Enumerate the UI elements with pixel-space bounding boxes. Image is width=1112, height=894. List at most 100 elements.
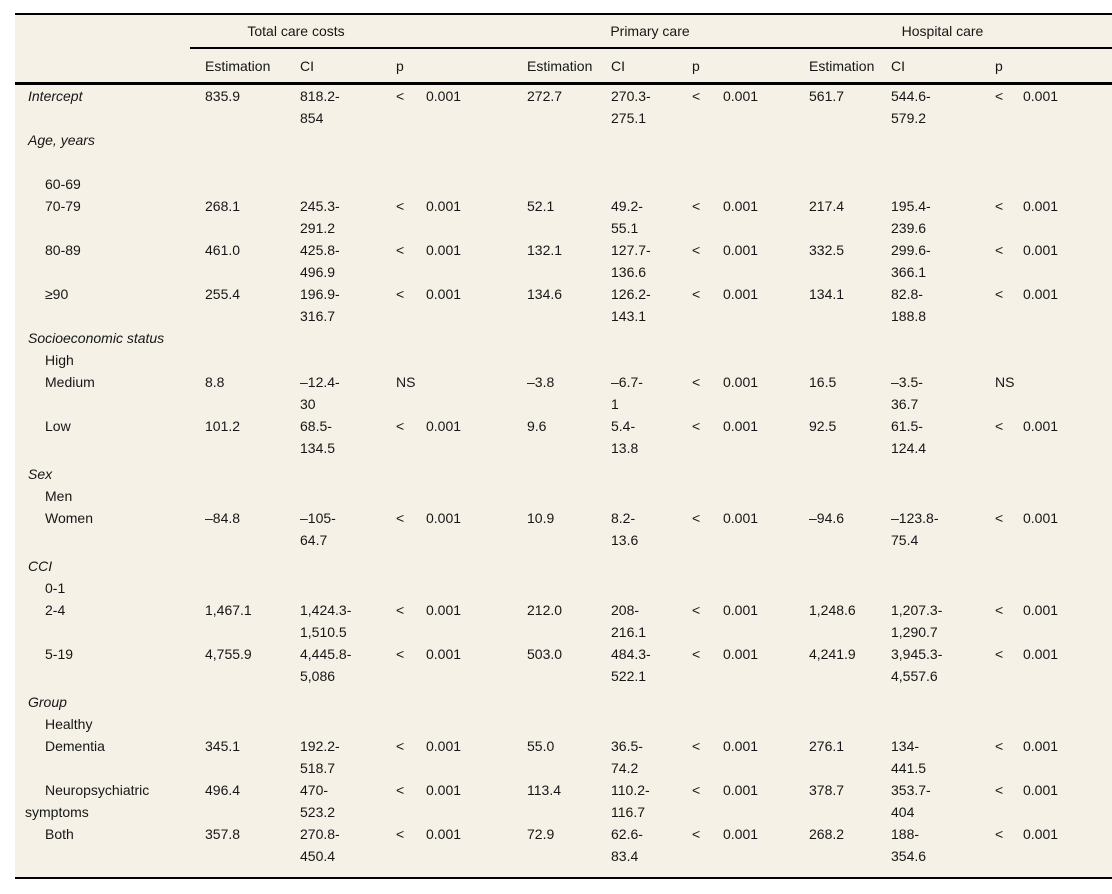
- ci-line2: 4,557.6: [891, 668, 938, 684]
- row-label: 70-79: [45, 198, 81, 214]
- ci-line1: –6.7-: [611, 374, 643, 390]
- estimation-value: 835.9: [205, 88, 241, 104]
- p-value: 0.001: [426, 510, 462, 526]
- ci-line2: 216.1: [611, 624, 647, 640]
- p-sign: <: [692, 88, 701, 104]
- table-row: Women –84.8 –105- 64.7 < 0.001 10.9 8.2-…: [15, 507, 1112, 551]
- estimation-value: 268.2: [809, 826, 845, 842]
- row-label: Low: [45, 418, 71, 434]
- ci-value: 110.2- 116.7: [611, 779, 692, 823]
- p-value: 0.001: [723, 88, 759, 104]
- p-value: 0.001: [723, 418, 759, 434]
- p-sign: <: [396, 242, 405, 258]
- ci-value: 61.5- 124.4: [891, 415, 995, 459]
- row-label: 5-19: [45, 646, 74, 662]
- ci-line2: 579.2: [891, 110, 927, 126]
- ci-line1: 245.3-: [300, 198, 340, 214]
- ci-line2: 316.7: [300, 308, 336, 324]
- p-sign: <: [995, 646, 1004, 662]
- p-value: 0.001: [1023, 738, 1059, 754]
- p-value: 0.001: [426, 286, 462, 302]
- ci-line1: 818.2-: [300, 88, 340, 104]
- ci-value: 5.4- 13.8: [611, 415, 692, 459]
- ci-line1: 1,424.3-: [300, 602, 352, 618]
- p-sign: <: [995, 198, 1004, 214]
- ci-line2: 523.2: [300, 804, 336, 820]
- col-header-p: p: [692, 57, 700, 74]
- p-value: 0.001: [723, 286, 759, 302]
- ci-line2: 854: [300, 110, 324, 126]
- estimation-value: 217.4: [809, 198, 845, 214]
- ci-value: 544.6- 579.2: [891, 85, 995, 129]
- ci-value: 270.3- 275.1: [611, 85, 692, 129]
- p-sign: <: [396, 646, 405, 662]
- ci-value: 134- 441.5: [891, 735, 995, 779]
- col-header-p: p: [396, 57, 404, 74]
- group-header-hospital-care: Hospital care: [901, 23, 984, 39]
- table-row: Low 101.2 68.5- 134.5 < 0.001 9.6 5.4- 1…: [15, 415, 1112, 459]
- p-sign: NS: [995, 374, 1015, 390]
- ci-line2: 116.7: [611, 804, 645, 820]
- row-label: 0-1: [45, 580, 66, 596]
- estimation-value: 113.4: [527, 782, 561, 798]
- ci-line1: 8.2-: [611, 510, 636, 526]
- ci-line1: 68.5-: [300, 418, 332, 434]
- p-sign: <: [396, 826, 405, 842]
- row-label: Medium: [45, 374, 95, 390]
- p-sign: <: [396, 510, 405, 526]
- p-value: 0.001: [723, 782, 759, 798]
- ci-value: 192.2- 518.7: [300, 735, 396, 779]
- ci-line1: 5.4-: [611, 418, 636, 434]
- group-header-total-care-costs: Total care costs: [247, 23, 345, 39]
- ci-line2: 366.1: [891, 264, 927, 280]
- p-value: 0.001: [723, 646, 759, 662]
- estimation-value: 92.5: [809, 418, 837, 434]
- estimation-value: 255.4: [205, 286, 241, 302]
- col-header-estimation: Estimation: [527, 57, 593, 74]
- estimation-value: 8.8: [205, 374, 225, 390]
- estimation-value: 72.9: [527, 826, 555, 842]
- row-label: Healthy: [45, 716, 93, 732]
- p-value: 0.001: [426, 418, 462, 434]
- table-row: CCI: [15, 555, 1112, 577]
- p-sign: <: [396, 198, 405, 214]
- ci-line2: 134.5: [300, 440, 336, 456]
- table-row: Healthy: [15, 713, 1112, 735]
- estimation-value: 378.7: [809, 782, 845, 798]
- ci-line2: 74.2: [611, 760, 639, 776]
- p-value: 0.001: [1023, 826, 1059, 842]
- ci-value: 195.4- 239.6: [891, 195, 995, 239]
- estimation-value: –84.8: [205, 510, 241, 526]
- ci-line1: –12.4-: [300, 374, 340, 390]
- p-sign: <: [995, 242, 1004, 258]
- row-label: 60-69: [45, 176, 81, 192]
- p-sign: <: [692, 242, 701, 258]
- ci-line2: 83.4: [611, 848, 639, 864]
- ci-value: –123.8- 75.4: [891, 507, 995, 551]
- p-value: 0.001: [1023, 510, 1059, 526]
- ci-line2: 518.7: [300, 760, 336, 776]
- ci-line2: 1,290.7: [891, 624, 938, 640]
- table-row: Neuropsychiatric symptoms 496.4 470- 523…: [15, 779, 1112, 823]
- p-sign: <: [995, 510, 1004, 526]
- p-sign: <: [692, 602, 701, 618]
- p-value: 0.001: [723, 826, 759, 842]
- ci-line2: 522.1: [611, 668, 647, 684]
- row-label: 80-89: [45, 242, 81, 258]
- row-label: Sex: [28, 466, 53, 482]
- p-sign: <: [396, 286, 405, 302]
- group-header-row: Total care costs Primary care Hospital c…: [15, 15, 1112, 47]
- estimation-value: 1,248.6: [809, 602, 856, 618]
- ci-value: 208- 216.1: [611, 599, 692, 643]
- ci-line2: 188.8: [891, 308, 927, 324]
- p-value: 0.001: [723, 242, 759, 258]
- ci-line2: 354.6: [891, 848, 927, 864]
- estimation-value: 496.4: [205, 782, 241, 798]
- ci-line2: 13.6: [611, 532, 639, 548]
- estimation-value: 332.5: [809, 242, 845, 258]
- ci-line1: 4,445.8-: [300, 646, 352, 662]
- column-header-row: Estimation CI p Estimation CI p Estimati…: [15, 49, 1112, 85]
- ci-line2: 450.4: [300, 848, 336, 864]
- ci-line2: 1: [611, 396, 619, 412]
